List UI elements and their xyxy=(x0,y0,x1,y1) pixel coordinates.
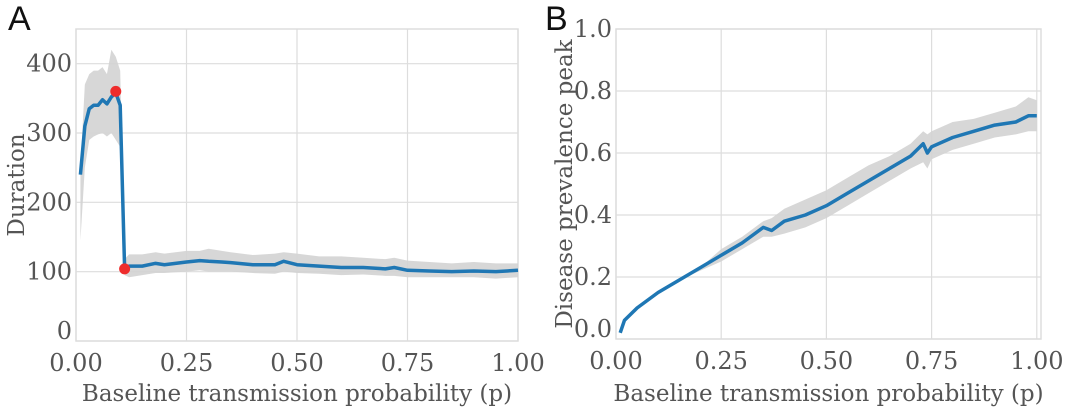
panel-a: 0.00 0.25 0.50 0.75 1.00 0 100 200 300 400 Baselin… xyxy=(4,0,545,407)
confidence-band xyxy=(620,97,1037,333)
x-tick-label: 0.25 xyxy=(160,349,213,377)
y-tick-label: 0.4 xyxy=(574,201,612,229)
y-tick-label: 400 xyxy=(26,50,72,78)
panel-letter: A xyxy=(8,0,31,38)
plot-frame xyxy=(615,28,1042,340)
panel-b: 0.00 0.25 0.50 0.75 1.00 0.0 0.2 0.4 0.6 0.8 1.0 Ba… xyxy=(545,0,1064,407)
series-line xyxy=(78,91,519,274)
x-tick-label: 0.50 xyxy=(270,349,323,377)
y-tick-label: 1.0 xyxy=(574,15,612,43)
y-tick-label: 0 xyxy=(57,317,72,345)
y-tick-label: 0.2 xyxy=(574,263,612,291)
x-tick-label: 0.50 xyxy=(800,347,853,375)
x-axis-label: Baseline transmission probability (p) xyxy=(613,381,1043,407)
x-axis-label: Baseline transmission probability (p) xyxy=(82,381,512,407)
y-tick-label: 300 xyxy=(26,119,72,147)
x-tick-label: 0.00 xyxy=(589,347,642,375)
x-tick-label: 0.25 xyxy=(694,347,747,375)
y-axis-label: Disease prevalence peak xyxy=(552,38,578,328)
panel-letter: B xyxy=(545,0,568,38)
y-tick-label: 100 xyxy=(26,258,72,286)
y-tick-label: 200 xyxy=(26,188,72,216)
series-line xyxy=(618,114,1037,334)
x-tick-label: 0.75 xyxy=(905,347,958,375)
confidence-band xyxy=(80,49,519,279)
highlight-marker xyxy=(119,263,131,275)
x-tick-label: 0.00 xyxy=(49,349,102,377)
x-tick-label: 1.00 xyxy=(1010,347,1063,375)
y-axis-label: Duration xyxy=(4,133,30,236)
x-tick-label: 1.00 xyxy=(491,349,544,377)
x-tick-label: 0.75 xyxy=(381,349,434,377)
highlight-marker xyxy=(110,85,122,97)
y-tick-label: 0.0 xyxy=(574,315,612,343)
y-tick-label: 0.6 xyxy=(574,139,612,167)
y-tick-label: 0.8 xyxy=(574,77,612,105)
